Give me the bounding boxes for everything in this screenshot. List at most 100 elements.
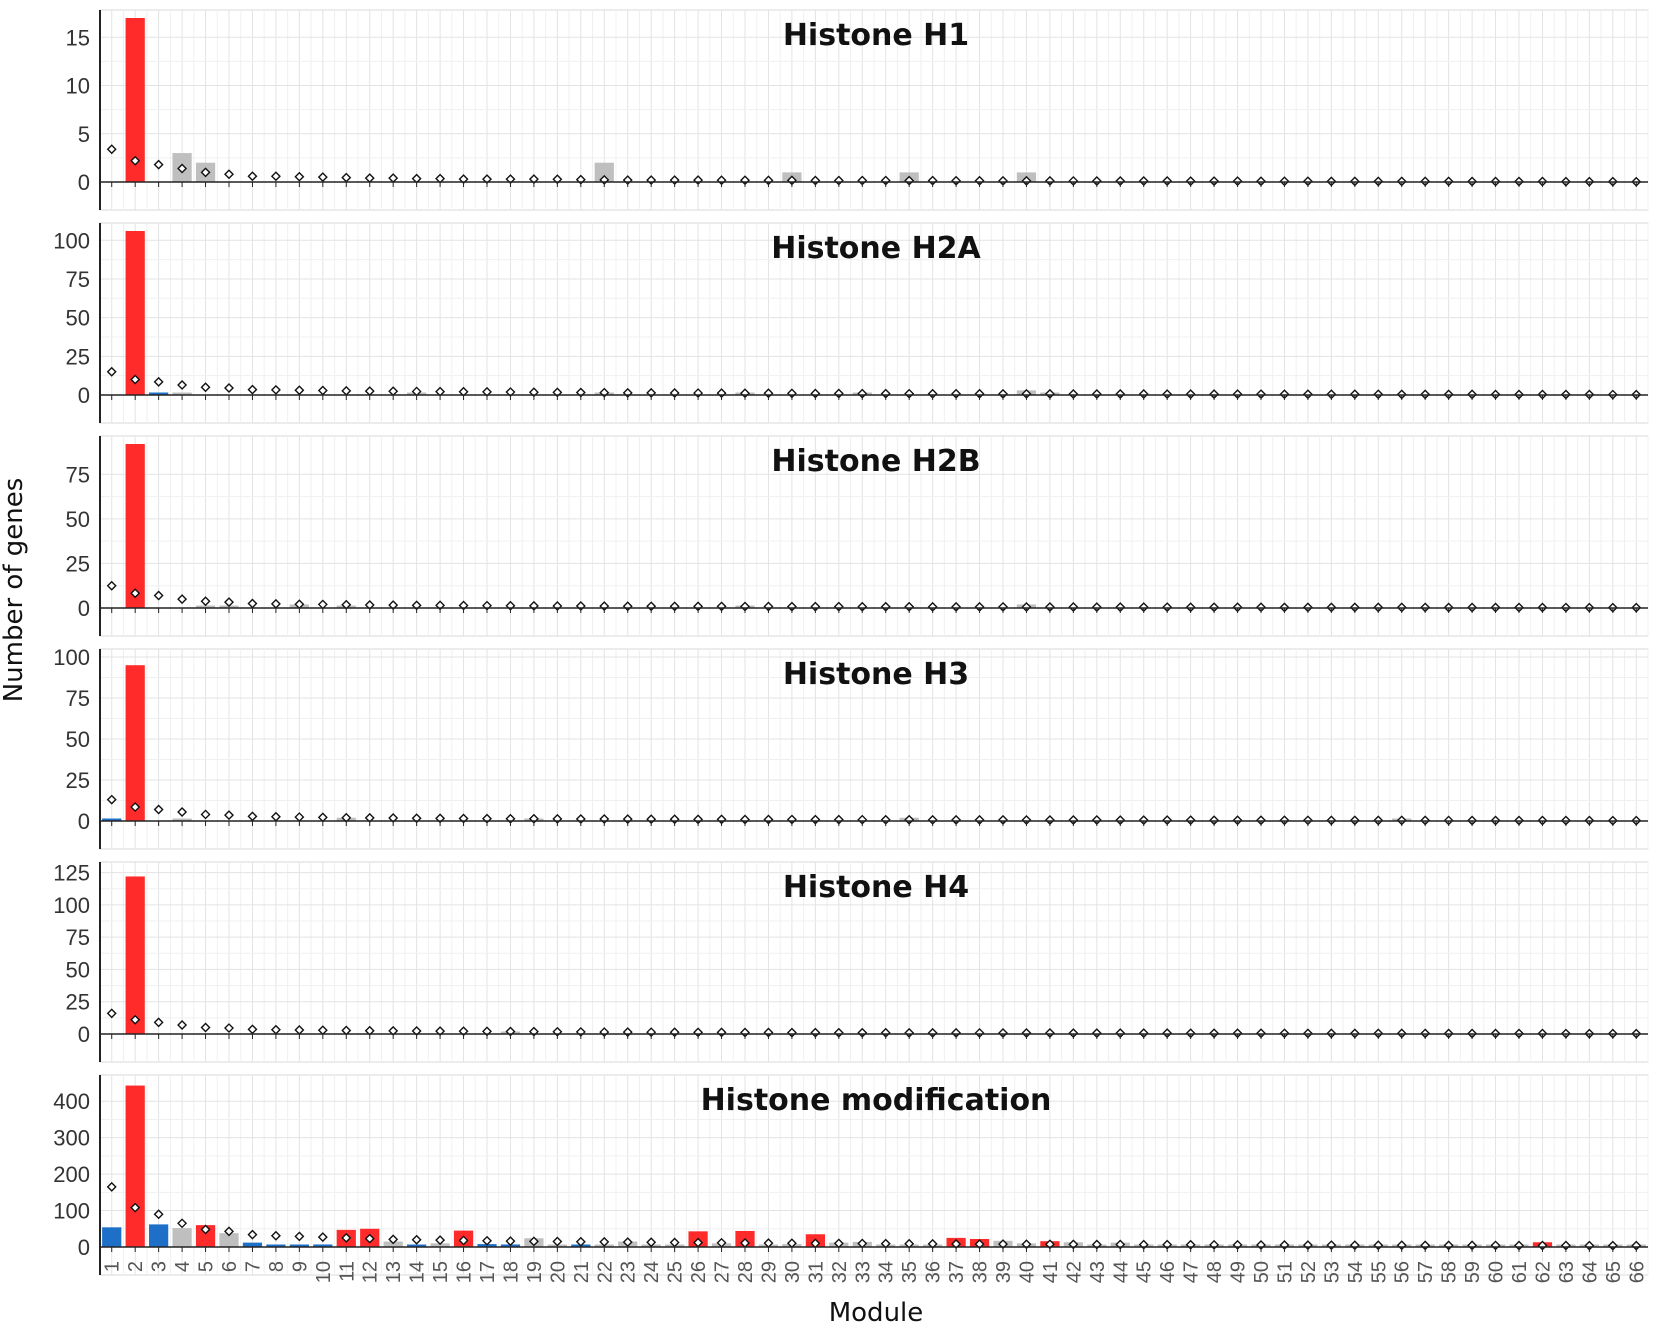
x-tick-label: 27 xyxy=(712,1261,734,1283)
x-tick-label: 8 xyxy=(266,1261,288,1272)
bar-module-2 xyxy=(125,1085,145,1247)
x-tick-label: 41 xyxy=(1040,1261,1062,1283)
bar-module-5 xyxy=(195,1225,216,1247)
x-tick-label: 13 xyxy=(383,1261,405,1283)
y-tick-label: 0 xyxy=(78,1022,90,1047)
panel-6: 0 100 200 300 400 Histone modification xyxy=(53,1074,1649,1276)
expected-marker xyxy=(177,379,188,390)
x-tick-label: 49 xyxy=(1228,1261,1250,1283)
y-tick-label: 15 xyxy=(66,25,90,50)
y-tick-label: 75 xyxy=(66,462,90,487)
y-tick-label: 200 xyxy=(53,1162,90,1187)
x-tick-label: 18 xyxy=(500,1261,522,1283)
x-tick-label: 42 xyxy=(1063,1261,1085,1283)
y-tick-label: 0 xyxy=(78,596,90,621)
panel-2: 0 25 50 75 100 Histone H2A xyxy=(53,222,1649,424)
y-tick-label: 75 xyxy=(66,925,90,950)
panel-title: Histone H4 xyxy=(783,870,969,905)
x-tick-label: 60 xyxy=(1486,1261,1508,1283)
panel-4: 0 25 50 75 100 Histone H3 xyxy=(53,645,1649,850)
y-tick-label: 0 xyxy=(78,383,90,408)
x-tick-label: 12 xyxy=(360,1261,382,1283)
expected-marker xyxy=(599,1236,610,1247)
y-tick-label: 50 xyxy=(66,306,90,331)
x-tick-label: 66 xyxy=(1626,1261,1648,1283)
x-tick-label: 55 xyxy=(1368,1261,1390,1283)
x-tick-label: 43 xyxy=(1087,1261,1109,1283)
y-tick-label: 75 xyxy=(66,686,90,711)
bar-module-22 xyxy=(594,162,614,182)
x-tick-label: 46 xyxy=(1157,1261,1179,1283)
expected-marker xyxy=(106,1008,117,1019)
x-tick-label: 63 xyxy=(1556,1261,1578,1283)
x-tick-label: 39 xyxy=(993,1261,1015,1283)
y-tick-label: 25 xyxy=(66,768,90,793)
expected-marker xyxy=(130,374,141,385)
y-tick-label: 50 xyxy=(66,727,90,752)
expected-marker xyxy=(317,1232,328,1243)
y-tick-label: 50 xyxy=(66,957,90,982)
expected-marker xyxy=(270,171,281,182)
expected-marker xyxy=(341,1232,352,1243)
bar-module-2 xyxy=(125,665,145,821)
expected-marker xyxy=(270,1230,281,1241)
y-axis-label: Number of genes xyxy=(0,478,29,703)
y-tick-label: 50 xyxy=(66,507,90,532)
expected-marker xyxy=(364,1233,375,1244)
x-tick-label: 33 xyxy=(852,1261,874,1283)
y-tick-label: 100 xyxy=(53,228,90,253)
expected-marker xyxy=(153,804,164,815)
expected-marker xyxy=(224,383,234,394)
bar-module-5 xyxy=(195,605,216,608)
x-tick-label: 14 xyxy=(407,1261,429,1283)
y-tick-label: 400 xyxy=(53,1089,90,1114)
expected-marker xyxy=(458,1235,469,1246)
x-tick-label: 11 xyxy=(336,1261,358,1282)
x-tick-label: 57 xyxy=(1415,1261,1437,1283)
x-tick-label: 2 xyxy=(125,1261,147,1272)
expected-marker xyxy=(177,163,188,174)
x-tick-label: 5 xyxy=(196,1261,218,1272)
expected-marker xyxy=(106,366,117,377)
x-tick-label: 34 xyxy=(876,1261,898,1283)
bar-module-15 xyxy=(430,1243,450,1247)
x-tick-label: 44 xyxy=(1110,1261,1132,1283)
bar-module-4 xyxy=(172,392,192,395)
x-tick-label: 35 xyxy=(899,1261,921,1283)
x-tick-label: 50 xyxy=(1251,1261,1273,1283)
expected-marker xyxy=(177,1019,188,1030)
x-tick-label: 32 xyxy=(829,1261,851,1283)
x-tick-label: 3 xyxy=(149,1261,171,1272)
bar-module-9 xyxy=(289,1244,309,1247)
expected-marker xyxy=(153,1209,164,1220)
x-tick-label: 23 xyxy=(618,1261,640,1283)
x-tick-label: 54 xyxy=(1345,1261,1367,1283)
x-tick-label: 26 xyxy=(688,1261,710,1283)
y-tick-label: 100 xyxy=(53,893,90,918)
expected-marker xyxy=(153,159,164,170)
expected-marker xyxy=(177,594,188,605)
x-tick-label: 40 xyxy=(1016,1261,1038,1283)
bar-module-14 xyxy=(407,1244,427,1247)
expected-marker xyxy=(294,1231,305,1242)
x-tick-label: 53 xyxy=(1321,1261,1343,1283)
expected-marker xyxy=(106,1181,117,1192)
x-tick-label: 37 xyxy=(946,1261,968,1283)
x-tick-label: 62 xyxy=(1532,1261,1554,1283)
x-tick-label: 10 xyxy=(313,1261,335,1283)
expected-marker xyxy=(200,167,211,178)
x-tick-label: 21 xyxy=(571,1261,593,1283)
expected-marker xyxy=(153,376,164,387)
expected-marker xyxy=(388,1234,399,1245)
x-tick-label: 51 xyxy=(1274,1261,1296,1283)
x-tick-label: 52 xyxy=(1298,1261,1320,1283)
y-tick-label: 0 xyxy=(78,170,90,195)
expected-marker xyxy=(247,171,258,182)
expected-marker xyxy=(294,171,305,182)
expected-marker xyxy=(200,809,211,820)
panel-title: Histone H1 xyxy=(783,18,969,53)
expected-marker xyxy=(552,1236,563,1247)
x-tick-label: 24 xyxy=(641,1261,663,1283)
panel-3: 0 25 50 75 Histone H2B xyxy=(66,435,1649,637)
